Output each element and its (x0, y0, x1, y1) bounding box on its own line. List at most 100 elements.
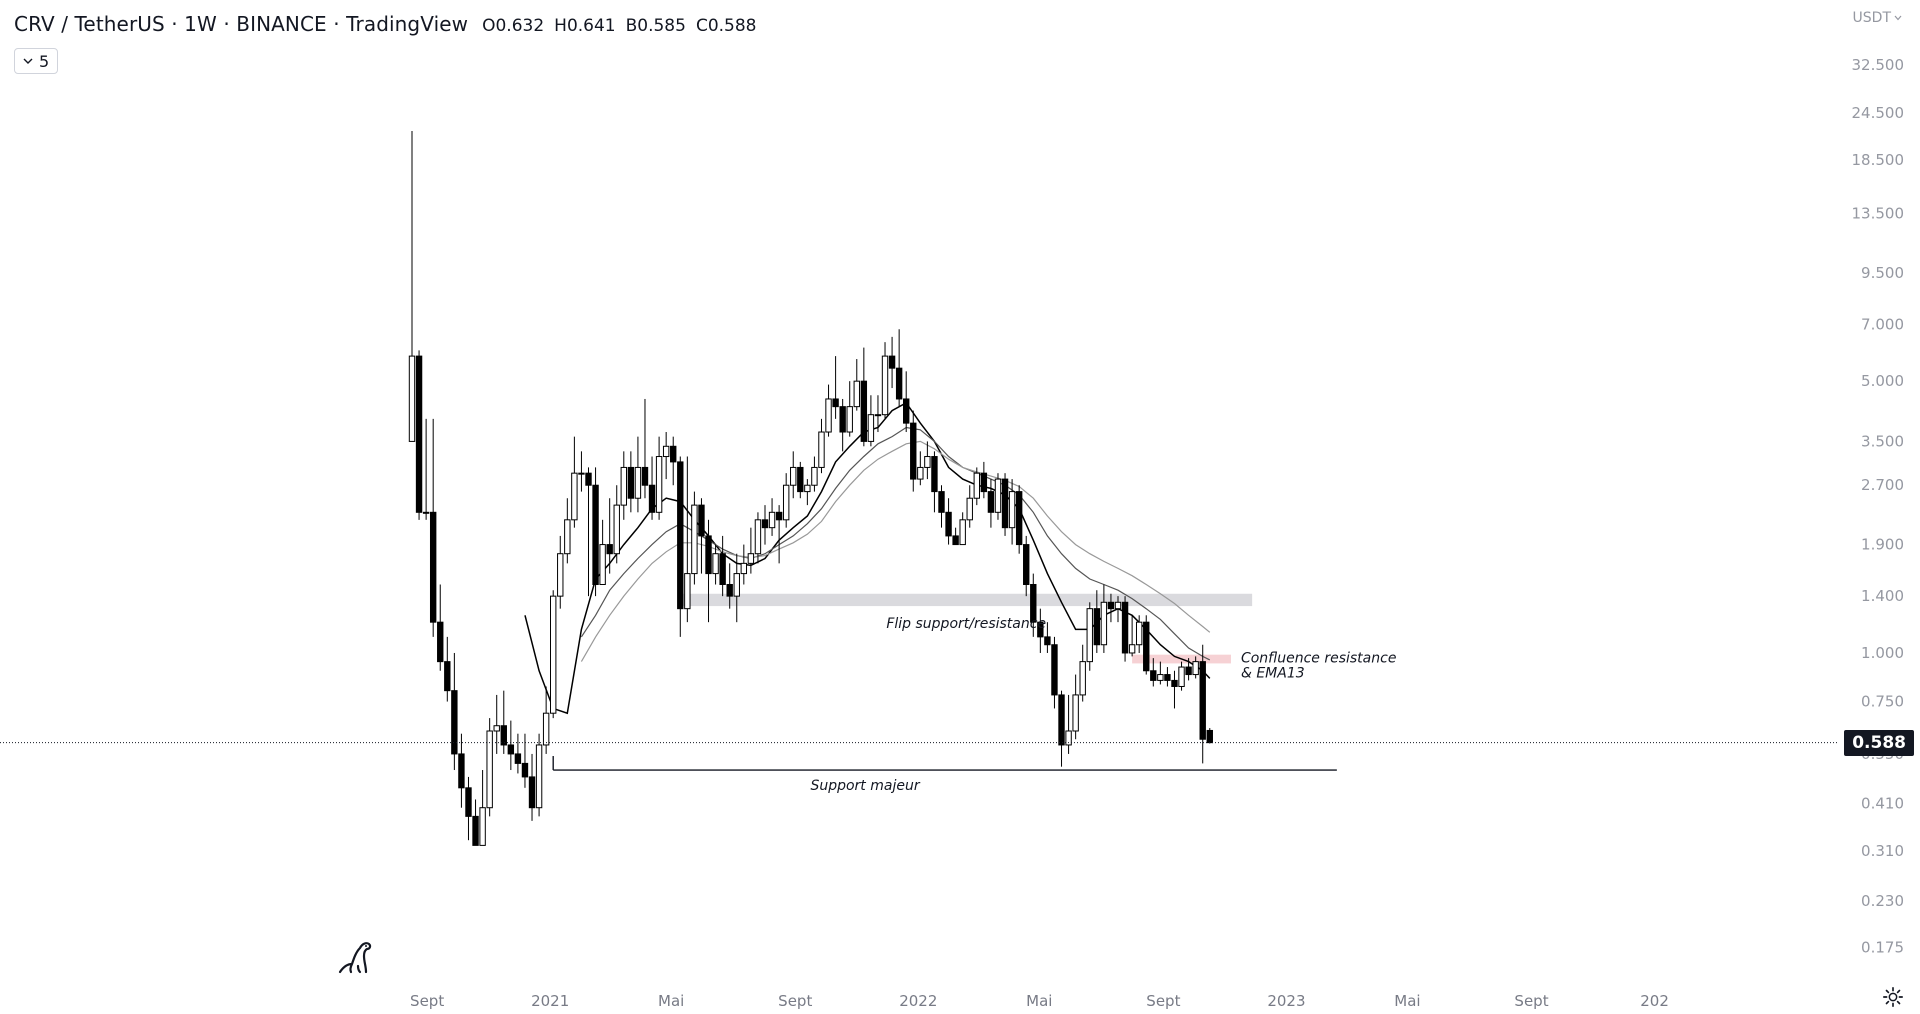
candle-body (1135, 621, 1143, 646)
candle-body (422, 511, 430, 514)
candle-body (867, 414, 875, 442)
candle (655, 436, 663, 520)
candle (775, 505, 783, 564)
candle (917, 451, 924, 486)
candle (994, 473, 1002, 520)
candle (761, 505, 769, 545)
candle-body (1093, 608, 1101, 646)
candle-body (1058, 694, 1065, 746)
flip-zone (680, 593, 1253, 607)
currency-selector[interactable]: USDT (1853, 10, 1902, 26)
candle (903, 371, 910, 433)
candle-body (641, 466, 649, 486)
y-tick-label: 32.500 (1852, 56, 1905, 74)
x-tick-label: Mai (1394, 992, 1420, 1010)
chart-annotations: Flip support/resistance Confluence resist… (810, 616, 1396, 794)
candle (1107, 593, 1115, 623)
candle-body (458, 753, 465, 789)
candle (564, 498, 571, 564)
symbol-title[interactable]: CRV / TetherUS · 1W · BINANCE · TradingV… (14, 12, 469, 36)
x-tick-label: 2022 (899, 992, 937, 1010)
candle-body (1100, 601, 1108, 646)
candle (945, 498, 952, 545)
candle-body (1114, 601, 1122, 610)
candle (670, 436, 677, 486)
candle (472, 799, 479, 846)
gear-icon[interactable] (1882, 986, 1904, 1008)
price-axis[interactable]: 32.500 24.500 18.500 13.500 9.500 7.000 5.000 3… (1852, 56, 1905, 956)
candle-body (1044, 636, 1051, 646)
x-tick-label: Sept (410, 992, 444, 1010)
candle (874, 395, 882, 433)
candle-body (429, 511, 437, 623)
chevron-down-icon (23, 58, 33, 64)
candle (451, 652, 458, 771)
y-tick-label: 5.000 (1861, 372, 1904, 390)
time-axis[interactable]: Sept 2021 Mai Sept 2022 Mai Sept 2023 Mai Sept 202 (410, 992, 1669, 1010)
y-tick-label: 1.400 (1861, 587, 1904, 605)
candle-body (557, 553, 564, 597)
x-tick-label: 202 (1640, 992, 1669, 1010)
candle-body (1192, 661, 1199, 676)
candle (1178, 661, 1185, 691)
flip-zone-label: Flip support/resistance (886, 616, 1046, 632)
candle (1030, 573, 1037, 637)
candle (1143, 615, 1150, 675)
y-tick-label: 2.700 (1861, 476, 1904, 494)
candle (1008, 479, 1016, 545)
candle (1171, 670, 1178, 709)
candle (952, 527, 959, 546)
candle (422, 418, 430, 520)
candle (648, 456, 656, 520)
candle-body (804, 484, 811, 493)
candle-body (472, 815, 479, 846)
candle-body (620, 466, 627, 506)
candle (1058, 690, 1065, 767)
candle (1001, 473, 1009, 536)
candle-body (465, 787, 472, 817)
open-value: O0.632 (482, 16, 545, 36)
indicators-toggle-button[interactable]: 5 (14, 48, 59, 74)
y-tick-label: 0.310 (1861, 842, 1904, 860)
candle (1150, 658, 1157, 687)
candle-body (599, 544, 606, 585)
y-tick-label: 0.175 (1861, 938, 1904, 956)
x-tick-label: 2021 (531, 992, 569, 1010)
candle-body (1086, 608, 1093, 663)
candle (966, 485, 973, 528)
candle-body (860, 380, 868, 442)
candle (1079, 644, 1086, 702)
candle-body (1171, 679, 1178, 687)
candle (1128, 615, 1136, 657)
candle (782, 473, 790, 528)
candle-body (585, 472, 592, 486)
y-tick-label: 7.000 (1861, 315, 1904, 333)
candle-body (1065, 730, 1072, 746)
candle (811, 456, 818, 492)
candle (888, 336, 896, 389)
candle (832, 356, 839, 419)
candle-body (775, 511, 783, 521)
candle-body (571, 472, 578, 521)
candle (910, 410, 917, 492)
candle (521, 733, 529, 788)
candle-body (952, 535, 959, 546)
ema-line-1 (524, 401, 1211, 715)
candle (634, 436, 642, 513)
candle (768, 498, 776, 536)
chart-header: CRV / TetherUS · 1W · BINANCE · TradingV… (14, 12, 757, 36)
candle-body (486, 730, 493, 809)
candle (740, 544, 748, 585)
candle-body (924, 456, 931, 468)
high-value: H0.641 (554, 16, 616, 36)
candle-body (987, 491, 995, 513)
candle (550, 590, 557, 719)
candle (1135, 615, 1143, 653)
candle-body (917, 466, 924, 480)
y-tick-label: 1.000 (1861, 644, 1904, 662)
candle (698, 498, 705, 574)
candle (1044, 622, 1051, 653)
candle-body (578, 472, 585, 475)
candle-body (437, 621, 444, 663)
